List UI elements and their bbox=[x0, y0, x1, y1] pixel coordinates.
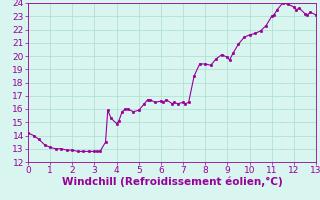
X-axis label: Windchill (Refroidissement éolien,°C): Windchill (Refroidissement éolien,°C) bbox=[62, 177, 282, 187]
